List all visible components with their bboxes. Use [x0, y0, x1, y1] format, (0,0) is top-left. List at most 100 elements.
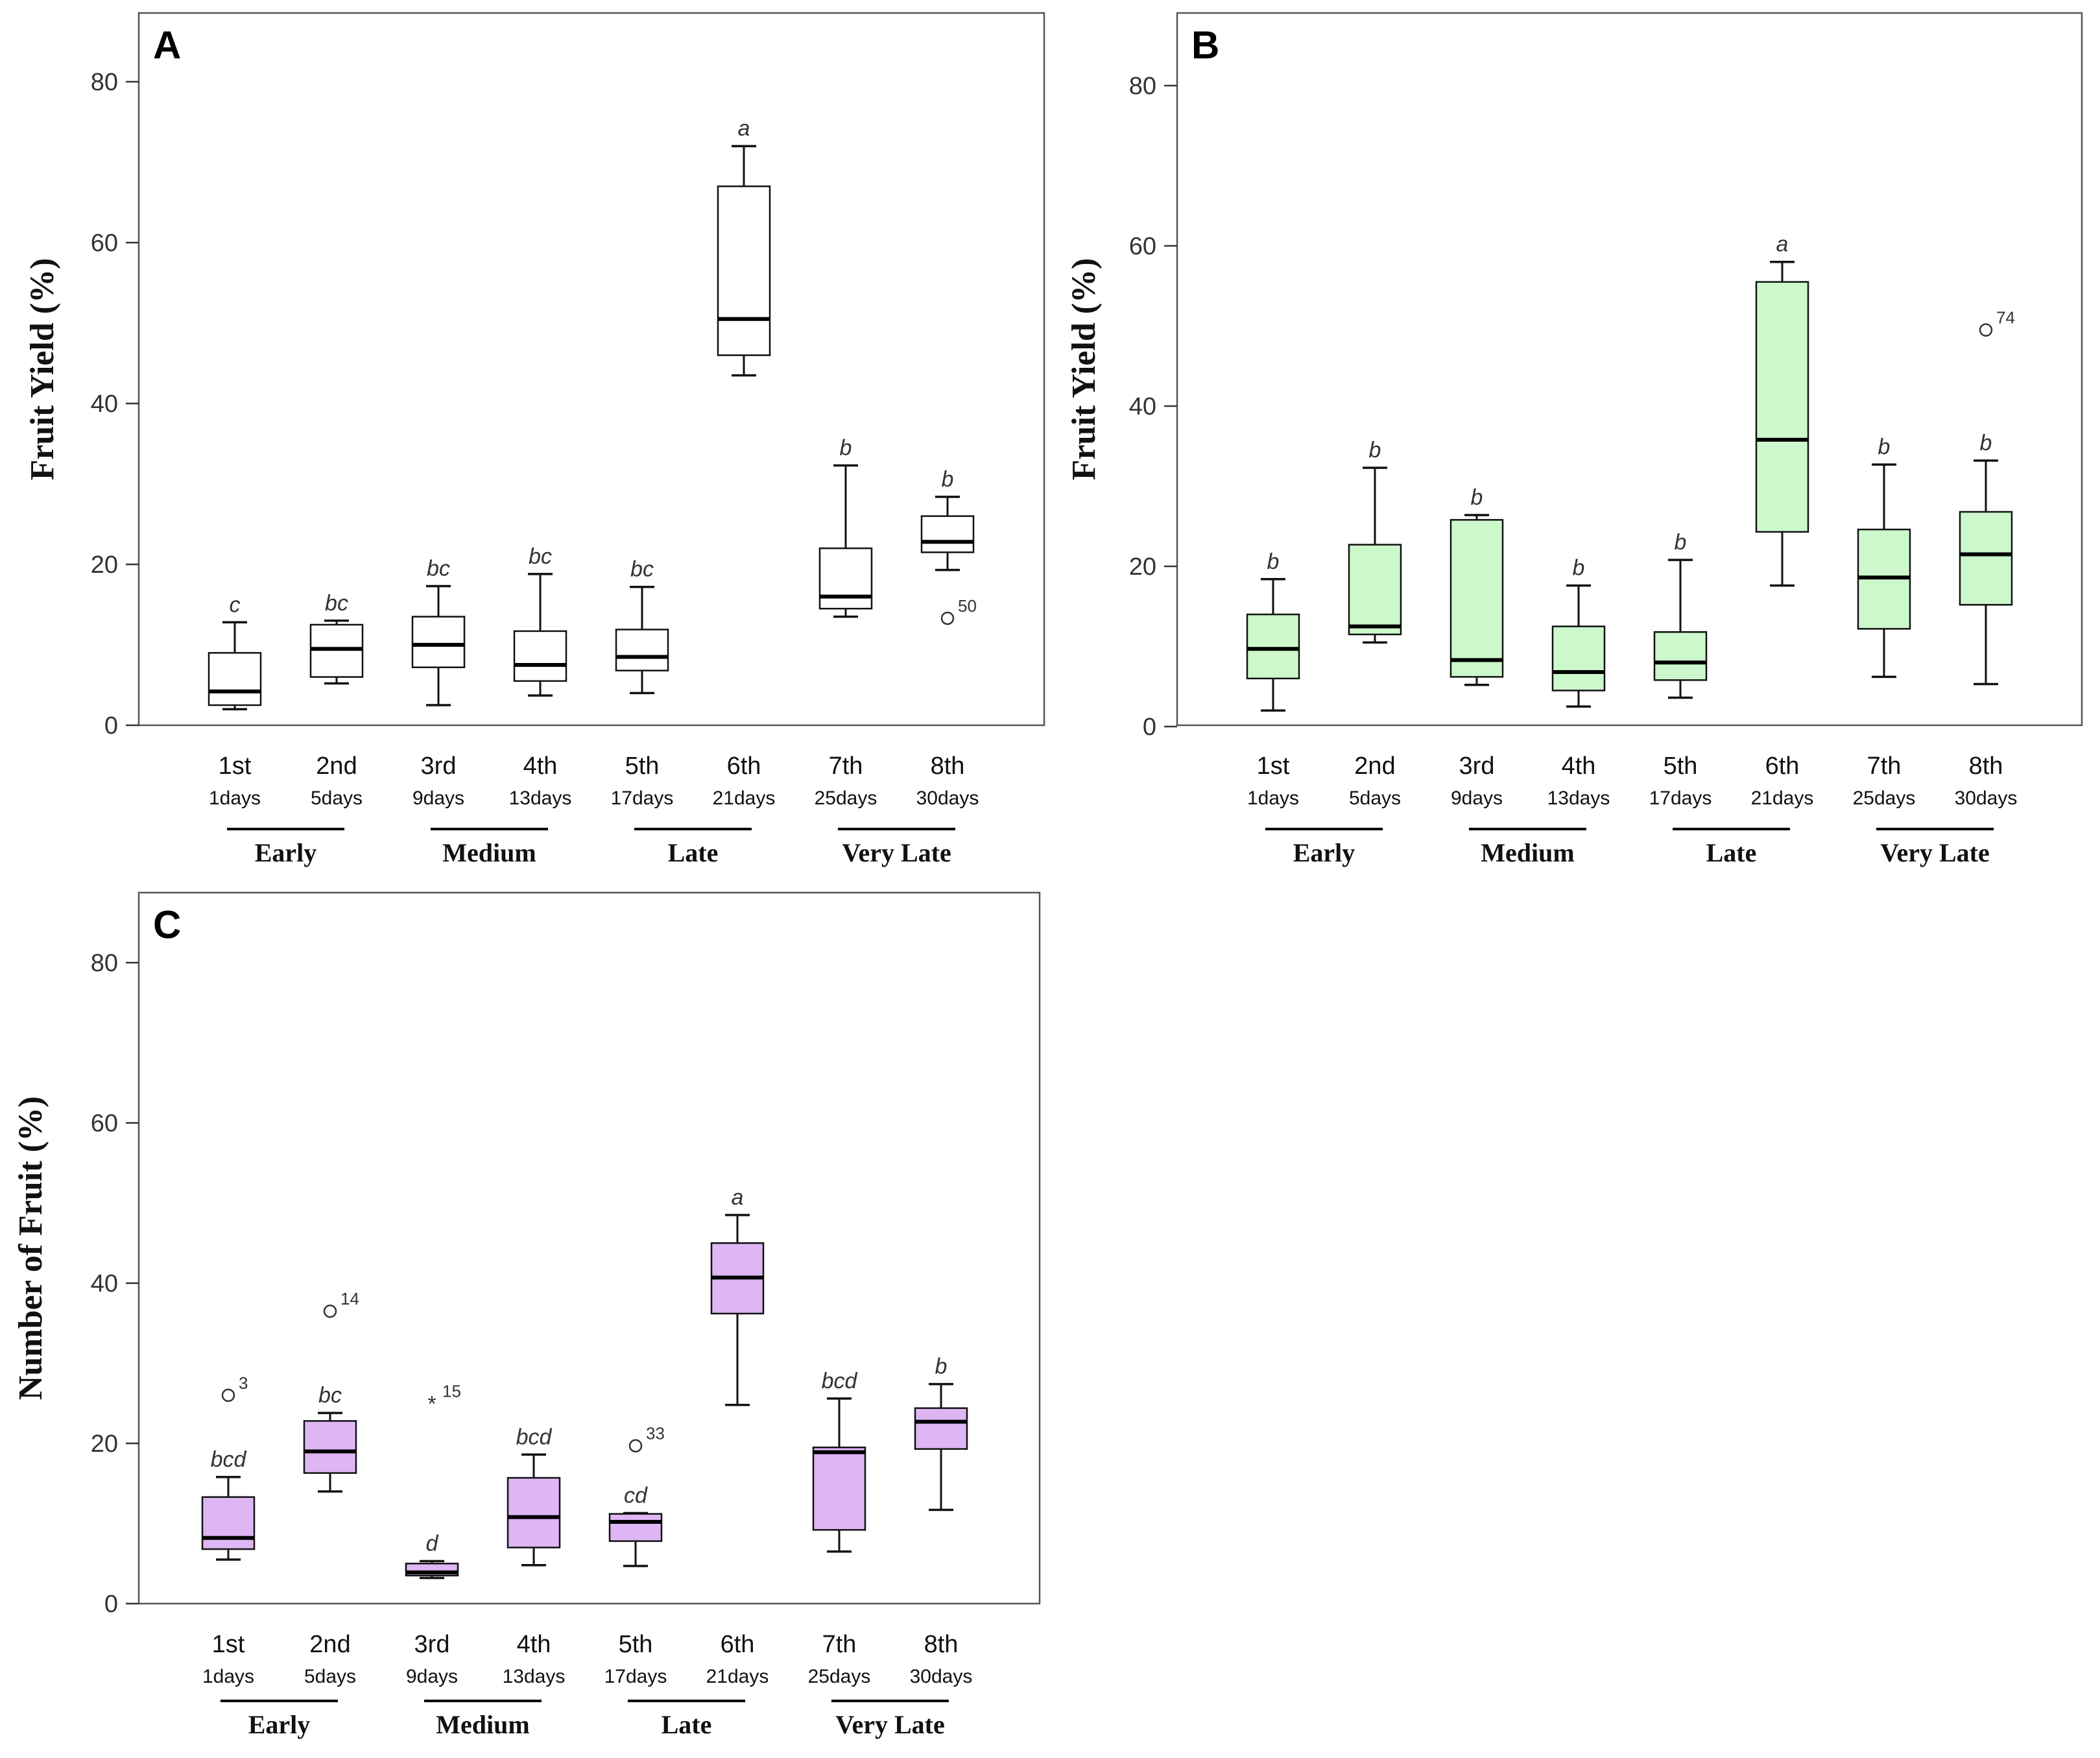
y-tick-label: 80 [1129, 73, 1156, 100]
box-iqr [818, 547, 873, 610]
outlier-label: 50 [958, 596, 977, 616]
x-tick-label: 8th [931, 753, 965, 780]
panel-letter: B [1191, 23, 1219, 67]
box-iqr [303, 1420, 357, 1474]
box-7th: b [818, 435, 873, 618]
box-iqr [615, 629, 669, 671]
group-label: Very Late [842, 838, 951, 867]
x-tick-sublabel: 1days [202, 1666, 254, 1687]
x-tick-sublabel: 1days [1247, 788, 1299, 809]
group-label: Very Late [1880, 838, 1989, 867]
x-tick-sublabel: 9days [412, 788, 464, 809]
x-tick-sublabel: 13days [509, 788, 572, 809]
x-tick-label: 8th [1969, 753, 2003, 780]
box-iqr [1348, 544, 1402, 636]
x-tick-sublabel: 13days [1547, 788, 1610, 809]
significance-letter: b [840, 435, 852, 460]
box-iqr [914, 1407, 968, 1450]
group-label: Very Late [835, 1710, 944, 1739]
x-tick-label: 2nd [316, 753, 357, 780]
group-label: Early [1293, 838, 1355, 867]
x-tick-label: 6th [1765, 753, 1800, 780]
significance-letter: a [738, 116, 750, 141]
significance-letter: b [1878, 435, 1891, 459]
group-label: Medium [442, 838, 536, 867]
y-tick-label: 60 [91, 230, 118, 257]
outlier-label: 15 [442, 1381, 461, 1401]
plot-frame [137, 12, 1045, 727]
y-tick-label: 40 [91, 391, 118, 418]
box-6th: a [717, 116, 771, 377]
x-tick-sublabel: 17days [611, 788, 674, 809]
significance-letter: bc [325, 591, 348, 616]
y-axis-title: Fruit Yield (%) [24, 258, 61, 481]
x-tick-label: 8th [924, 1631, 959, 1658]
significance-letter: c [230, 592, 241, 617]
significance-letter: b [1369, 438, 1381, 463]
x-tick-label: 6th [721, 1631, 755, 1658]
significance-letter: b [1267, 549, 1280, 574]
plot-frame [137, 891, 1041, 1605]
x-tick-sublabel: 25days [815, 788, 877, 809]
x-tick-label: 7th [1867, 753, 1902, 780]
x-tick-label: 1st [212, 1631, 245, 1658]
y-tick-label: 20 [91, 551, 118, 579]
x-tick-label: 4th [1562, 753, 1596, 780]
significance-letter: bc [529, 544, 552, 569]
box-7th: bcd [812, 1369, 866, 1553]
x-tick-sublabel: 25days [1853, 788, 1916, 809]
y-tick-label: 60 [1129, 233, 1156, 260]
group-label: Early [248, 1710, 311, 1739]
significance-letter: a [1776, 232, 1789, 257]
group-label: Late [668, 838, 719, 867]
y-tick-label: 80 [91, 950, 118, 977]
x-tick-label: 4th [517, 1631, 551, 1658]
box-3rd: b [1450, 485, 1504, 686]
significance-letter: a [732, 1185, 744, 1210]
panel-letter: C [153, 903, 181, 946]
x-tick-sublabel: 17days [1649, 788, 1712, 809]
significance-letter: bcd [822, 1369, 858, 1393]
group-label: Late [662, 1710, 712, 1739]
y-axis-title: Number of Fruit (%) [12, 1096, 49, 1400]
box-iqr [309, 623, 364, 678]
box-iqr [1653, 631, 1708, 681]
box-1st: c [208, 592, 262, 710]
box-iqr [208, 652, 262, 706]
box-iqr [201, 1496, 256, 1550]
significance-letter: bcd [211, 1447, 247, 1472]
box-iqr [1959, 511, 2013, 606]
box-iqr [1551, 625, 1606, 692]
outlier-point [221, 1388, 235, 1403]
significance-letter: b [1573, 556, 1585, 581]
x-tick-sublabel: 30days [910, 1666, 973, 1687]
box-iqr [507, 1476, 561, 1548]
y-tick-label: 20 [1129, 553, 1156, 581]
x-tick-sublabel: 9days [406, 1666, 458, 1687]
significance-letter: b [1980, 431, 1992, 455]
x-tick-sublabel: 21days [1751, 788, 1814, 809]
group-label: Medium [436, 1710, 529, 1739]
y-tick-label: 0 [104, 712, 118, 740]
y-axis-title: Fruit Yield (%) [1066, 258, 1103, 481]
significance-letter: bc [630, 557, 654, 582]
panel-letter: A [153, 23, 181, 67]
x-tick-label: 3rd [421, 753, 457, 780]
x-tick-sublabel: 13days [503, 1666, 566, 1687]
box-8th: b 74 [1959, 308, 2015, 686]
x-tick-sublabel: 30days [916, 788, 979, 809]
box-iqr [1450, 519, 1504, 678]
x-tick-label: 7th [822, 1631, 857, 1658]
significance-letter: d [426, 1532, 439, 1556]
significance-letter: bc [318, 1383, 342, 1408]
box-iqr [411, 616, 466, 668]
box-4th: bc [513, 544, 567, 697]
box-3rd: d * 15 [405, 1381, 461, 1580]
outlier-star: * [427, 1391, 436, 1416]
box-1st: bcd 3 [201, 1373, 256, 1561]
box-8th: b [914, 1355, 968, 1511]
significance-letter: b [1471, 485, 1483, 510]
x-tick-sublabel: 5days [1349, 788, 1401, 809]
